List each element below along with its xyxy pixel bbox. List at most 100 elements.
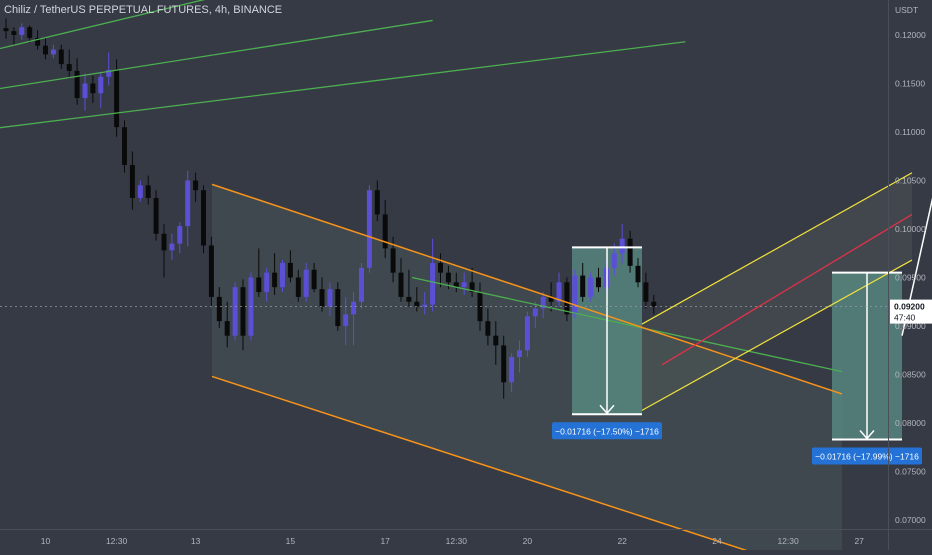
candle: [43, 36, 48, 60]
candle: [280, 260, 285, 293]
price-tick-label: 0.11000: [895, 127, 925, 137]
candle: [153, 190, 159, 241]
candle-body: [501, 345, 507, 383]
candle-body: [517, 350, 522, 358]
measure-badge-label: −0.01716 (−17.50%) −1716: [555, 426, 659, 436]
candle: [406, 269, 412, 307]
candle-body: [208, 245, 214, 297]
candle-body: [422, 304, 428, 307]
candle-body: [19, 27, 25, 35]
candle-body: [469, 282, 475, 293]
candle: [596, 267, 601, 293]
candle-body: [366, 190, 372, 268]
candle: [540, 292, 546, 319]
candle-body: [556, 282, 562, 302]
price-tick-label: 0.10500: [895, 176, 926, 186]
candle-body: [3, 28, 9, 32]
candle-body: [153, 197, 159, 234]
price-tick-label: 0.07000: [895, 515, 926, 525]
candle-body: [390, 248, 396, 273]
candle: [635, 258, 641, 288]
candle: [232, 282, 238, 341]
candle: [359, 262, 364, 309]
candle-body: [43, 45, 48, 55]
time-tick-label: 17: [380, 536, 390, 546]
candle-body: [82, 83, 88, 99]
candle-body: [430, 262, 436, 305]
candle: [27, 25, 33, 43]
candle: [114, 59, 120, 137]
red-trend-line: [661, 213, 913, 366]
candle: [335, 282, 341, 331]
candle-body: [129, 164, 135, 198]
time-tick-label: 15: [286, 536, 296, 546]
orange-channel-upper: [211, 183, 843, 395]
candle-body: [485, 321, 491, 336]
candle-body: [169, 243, 175, 251]
candle-body: [509, 357, 515, 383]
projection-arrow-shaft: [901, 197, 932, 336]
candle-body: [193, 180, 199, 191]
candle: [177, 222, 183, 254]
candle: [82, 73, 88, 111]
candle-body: [461, 282, 467, 288]
candle-body: [256, 277, 262, 293]
price-tick-label: 0.09000: [895, 321, 926, 331]
last-price-badge: [890, 299, 932, 324]
candle-body: [596, 277, 601, 288]
green-trend-line: [0, 19, 433, 90]
candle-body: [611, 253, 617, 268]
candle: [398, 258, 404, 302]
candle-body: [90, 83, 96, 94]
candle: [580, 262, 586, 302]
candle-body: [643, 282, 649, 302]
candle: [208, 236, 214, 307]
candle: [193, 172, 199, 202]
candle-body: [201, 190, 206, 246]
candle-body: [303, 269, 309, 297]
candle: [453, 272, 459, 293]
candle: [106, 52, 112, 86]
candle-body: [11, 31, 17, 35]
candle: [588, 272, 594, 302]
time-tick-label: 12:30: [446, 536, 468, 546]
candle: [287, 250, 293, 283]
candles-layer: [3, 18, 657, 399]
candle: [422, 292, 428, 315]
last-price-countdown: 47:40: [894, 313, 916, 323]
candle: [240, 279, 246, 351]
candle-body: [414, 301, 420, 307]
candle-body: [280, 262, 285, 288]
price-tick-label: 0.08500: [895, 370, 926, 380]
price-tick-label: 0.12000: [895, 30, 926, 40]
candle-body: [374, 190, 380, 215]
candle: [185, 170, 191, 247]
candle: [414, 287, 420, 312]
measure-arrow-head: [599, 404, 615, 415]
candle: [90, 75, 96, 103]
candle-body: [122, 127, 127, 165]
candle-body: [540, 296, 546, 309]
candle: [524, 311, 530, 358]
candle-body: [564, 282, 570, 315]
price-tick-label: 0.11500: [895, 79, 925, 89]
candle: [501, 335, 507, 399]
candle-body: [114, 69, 120, 128]
candle-body: [548, 296, 554, 302]
measure-badge: [552, 422, 662, 440]
candle: [319, 277, 325, 312]
candle: [556, 272, 562, 307]
candle: [311, 262, 317, 293]
candle-body: [406, 296, 412, 302]
candle-body: [351, 301, 357, 315]
candle: [201, 185, 206, 254]
candle: [509, 353, 515, 392]
candle-body: [240, 287, 246, 336]
candle-body: [580, 275, 586, 297]
candle: [517, 340, 522, 373]
